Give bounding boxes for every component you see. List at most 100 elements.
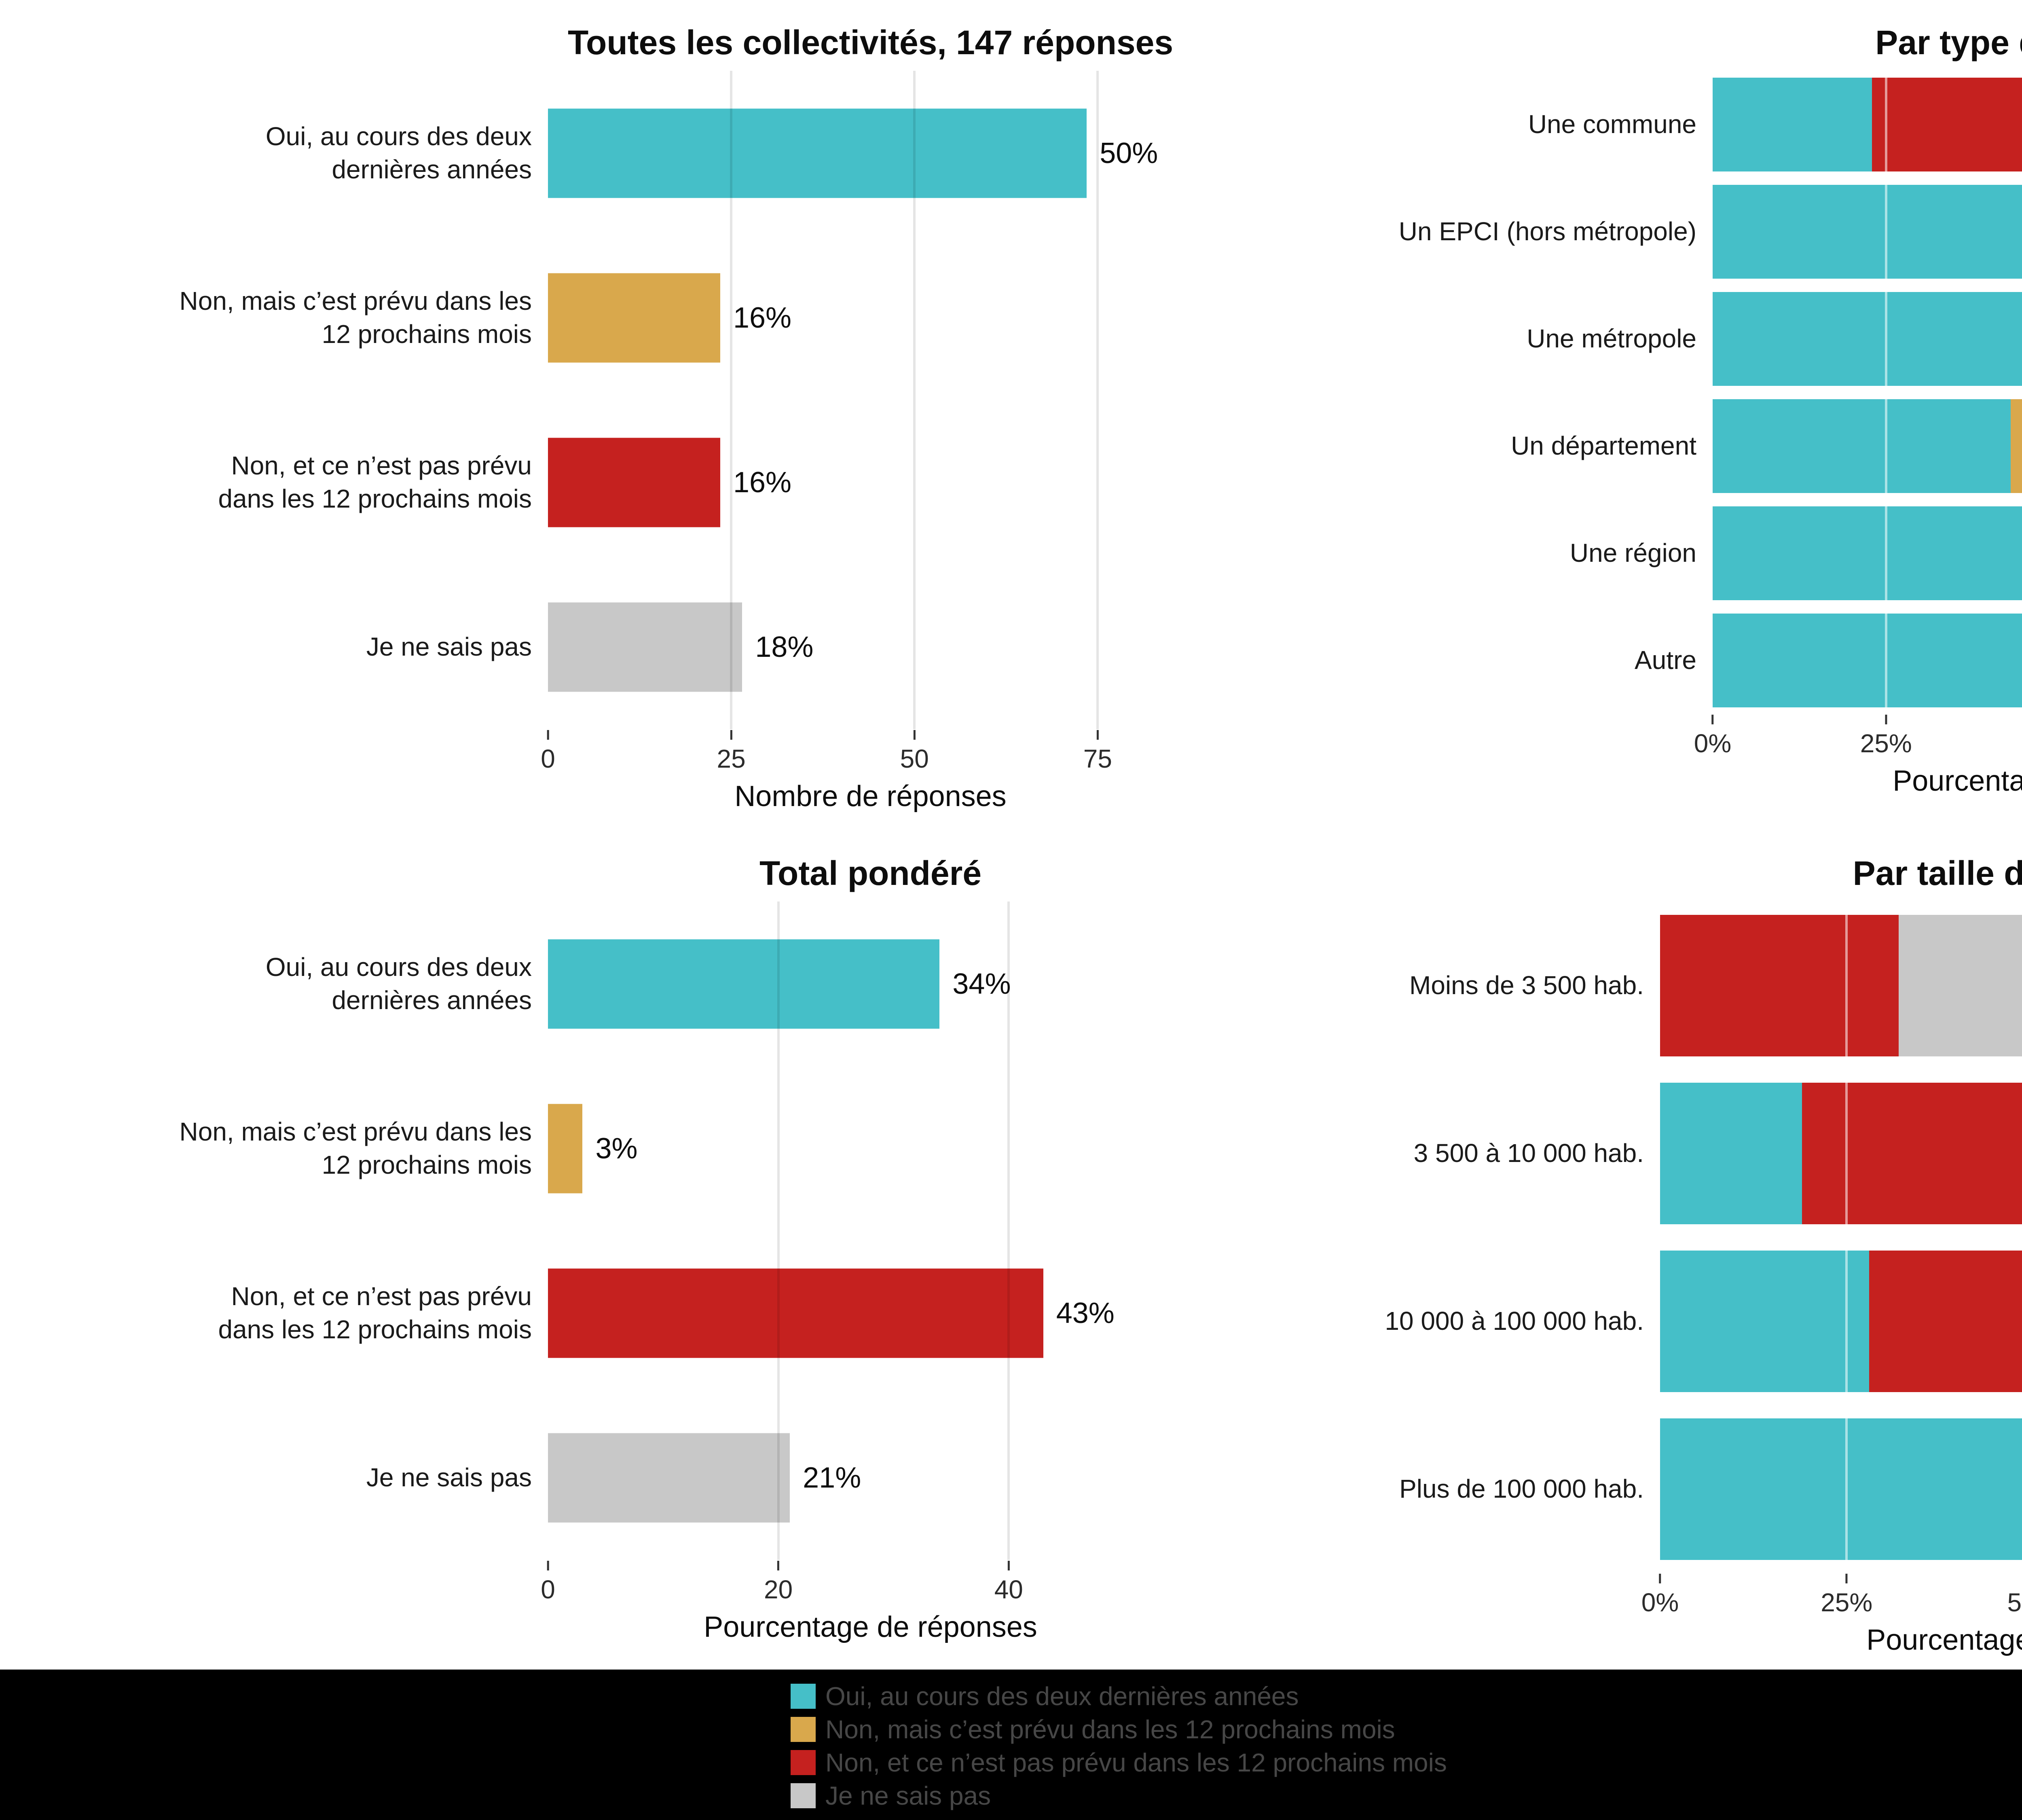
stacked-bar	[1713, 506, 2022, 600]
stacked-bar	[1713, 184, 2022, 279]
category-label: Moins de 3 500 hab.	[1409, 970, 1644, 1000]
stacked-bar-chart-par-taille: Moins de 3 500 hab. 3 500 à 10 000 hab. 10…	[1223, 902, 2022, 1657]
chart-row	[1660, 1069, 2022, 1237]
x-axis-label: Nombre de réponses	[734, 780, 1007, 813]
bar	[548, 939, 940, 1029]
value-label: 18%	[755, 631, 814, 663]
category-label: Non, mais c’est prévu dans les 12 procha…	[179, 286, 532, 349]
bar-segment	[1802, 1082, 2022, 1224]
category-labels: Moins de 3 500 hab. 3 500 à 10 000 hab. 10…	[1223, 902, 1660, 1573]
bar	[548, 1433, 790, 1522]
legend-label: Non, et ce n’est pas prévu dans les 12 p…	[825, 1748, 1447, 1777]
chart-row: 16%	[548, 400, 1193, 565]
category-label: Je ne sais pas	[366, 1462, 532, 1492]
stacked-bar	[1713, 77, 2022, 171]
chart-row	[1713, 392, 2022, 499]
legend-item: Non, mais c’est prévu dans les 12 procha…	[791, 1715, 2022, 1744]
category-label: Une commune	[1528, 109, 1696, 139]
bar-chart-total-pondere: Oui, au cours des deux dernières années N…	[10, 902, 1193, 1644]
value-label: 21%	[803, 1461, 861, 1494]
axis-tick-label: 25	[717, 729, 746, 774]
category-label: Je ne sais pas	[366, 632, 532, 661]
legend-swatch	[791, 1717, 816, 1742]
category-label: Oui, au cours des deux dernières années	[265, 121, 532, 184]
legend-swatch	[791, 1783, 816, 1808]
panel-par-taille-de-commune: Par taille de commune Moins de 3 500 hab…	[1213, 839, 2022, 1670]
panel-par-type-de-collectivite: Par type de collectivité Une commune Un E…	[1213, 8, 2022, 839]
bar-segment	[1660, 1250, 1869, 1392]
chart-row	[1713, 285, 2022, 392]
legend-swatch	[791, 1684, 816, 1709]
plot-area-column: 50% 16% 16% 18% 0 25 50 75 Nombre de réponses	[541, 71, 1193, 813]
x-axis-label: Pourcentage de réponses	[1866, 1624, 2022, 1656]
bar	[548, 1104, 583, 1193]
plot-area	[1660, 902, 2022, 1573]
chart-row	[1713, 607, 2022, 714]
category-label: Non, mais c’est prévu dans les 12 procha…	[179, 1117, 532, 1179]
bar	[548, 602, 742, 692]
stacked-bar	[1713, 613, 2022, 707]
stacked-bar	[1660, 914, 2022, 1056]
bar-segment	[1713, 506, 2022, 600]
category-labels: Oui, au cours des deux dernières années N…	[10, 71, 548, 729]
value-label: 50%	[1100, 137, 1158, 169]
axis-tick-label: 50%	[2007, 1573, 2022, 1617]
bar-segment	[1713, 613, 2022, 707]
category-label: Une région	[1569, 538, 1696, 567]
category-label: 10 000 à 100 000 hab.	[1385, 1306, 1644, 1335]
panel-total-pondere: Total pondéré Oui, au cours des deux der…	[0, 839, 1213, 1670]
plot-area	[1713, 71, 2022, 714]
axis-tick-label: 25%	[1860, 714, 1912, 758]
chart-title-total-pondere: Total pondéré	[759, 854, 982, 892]
legend-item: Oui, au cours des deux dernières années	[791, 1682, 2022, 1711]
chart-title-toutes-collectivites: Toutes les collectivités, 147 réponses	[567, 23, 1174, 61]
legend: Oui, au cours des deux dernières années N…	[0, 1670, 2022, 1820]
bar	[548, 438, 720, 527]
axis-tick-label: 20	[764, 1560, 793, 1604]
axis-tick-label: 50	[900, 729, 929, 774]
category-label: Un EPCI (hors métropole)	[1398, 216, 1696, 246]
bar-chart-toutes-collectivites: Oui, au cours des deux dernières années N…	[10, 71, 1193, 813]
bar-segment	[1872, 77, 2022, 171]
category-label: Une métropole	[1527, 324, 1696, 353]
category-label: Non, et ce n’est pas prévu dans les 12 p…	[218, 1281, 532, 1344]
chart-row	[1660, 1237, 2022, 1405]
value-label: 34%	[952, 967, 1011, 1000]
plot-area-column: 0%25%50%75%100%Pourcentage de réponses	[1694, 71, 2022, 798]
panel-toutes-collectivites: Toutes les collectivités, 147 réponses O…	[0, 8, 1213, 839]
chart-row	[1713, 71, 2022, 178]
stacked-bar	[1713, 399, 2022, 493]
axis-tick-label: 0	[541, 729, 555, 774]
chart-row	[1660, 1405, 2022, 1573]
plot-area-column: 34% 3% 43% 21% 0 20 40 Pourcentage de réponses	[541, 902, 1193, 1644]
bar-segment	[1713, 292, 2022, 386]
legend-label: Je ne sais pas	[825, 1781, 991, 1810]
plot-area-column: 0%25%50%75%100%Pourcentage de réponses	[1641, 902, 2022, 1657]
axis-tick-label: 0%	[1641, 1573, 1679, 1617]
chart-row: 3%	[548, 1066, 1193, 1231]
legend-swatch	[791, 1750, 816, 1775]
category-label: Autre	[1635, 645, 1696, 675]
bar-segment	[1660, 914, 1899, 1056]
stacked-bar	[1660, 1418, 2022, 1560]
plot-area: 50% 16% 16% 18%	[548, 71, 1193, 729]
x-axis: 0%25%50%75%100%	[1694, 714, 2022, 760]
chart-row: 21%	[548, 1395, 1193, 1560]
category-label: Non, et ce n’est pas prévu dans les 12 p…	[218, 451, 532, 513]
stacked-bar-chart-par-type: Une commune Un EPCI (hors métropole) Une m…	[1223, 71, 2022, 798]
category-label: Oui, au cours des deux dernières années	[265, 952, 532, 1015]
axis-tick-label: 0%	[1694, 714, 1732, 758]
stacked-bar	[1660, 1250, 2022, 1392]
charts-grid: Toutes les collectivités, 147 réponses O…	[0, 0, 2022, 1670]
chart-row	[1713, 499, 2022, 607]
chart-row: 34%	[548, 902, 1193, 1066]
chart-row: 50%	[548, 71, 1193, 235]
axis-tick-label: 40	[994, 1560, 1023, 1604]
bar-segment	[1899, 914, 2022, 1056]
bar-segment	[2011, 399, 2022, 493]
bar	[548, 273, 720, 362]
category-label: Un département	[1511, 431, 1696, 460]
bar-segment	[1713, 184, 2022, 279]
chart-row	[1713, 178, 2022, 285]
chart-row	[1660, 902, 2022, 1069]
